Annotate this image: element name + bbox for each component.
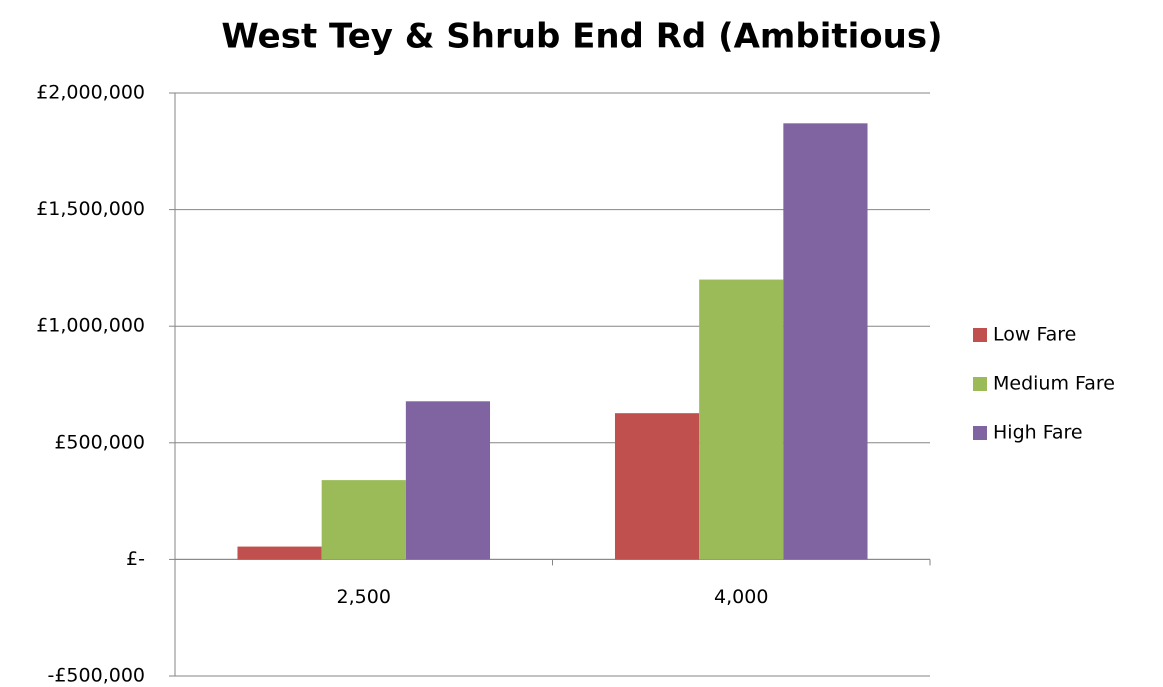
legend-swatch bbox=[973, 426, 987, 440]
y-tick-label: £1,500,000 bbox=[36, 198, 145, 220]
bar bbox=[699, 279, 784, 560]
legend-swatch bbox=[973, 377, 987, 391]
chart-title: West Tey & Shrub End Rd (Ambitious) bbox=[221, 17, 942, 57]
bar bbox=[321, 480, 406, 560]
y-tick-label: £2,000,000 bbox=[36, 82, 145, 104]
bar bbox=[237, 546, 322, 560]
legend-label: Medium Fare bbox=[993, 373, 1115, 395]
bar bbox=[614, 413, 700, 560]
x-tick-label: 2,500 bbox=[337, 586, 391, 608]
y-tick-label: £- bbox=[126, 548, 145, 570]
legend-swatch bbox=[973, 328, 987, 342]
legend-label: Low Fare bbox=[993, 324, 1076, 346]
bar bbox=[405, 401, 491, 560]
y-tick-label: £500,000 bbox=[54, 431, 145, 453]
x-tick-label: 4,000 bbox=[714, 586, 768, 608]
y-tick-label: -£500,000 bbox=[47, 665, 145, 687]
bar bbox=[783, 123, 868, 560]
legend-label: High Fare bbox=[993, 422, 1083, 444]
y-tick-label: £1,000,000 bbox=[36, 315, 145, 337]
